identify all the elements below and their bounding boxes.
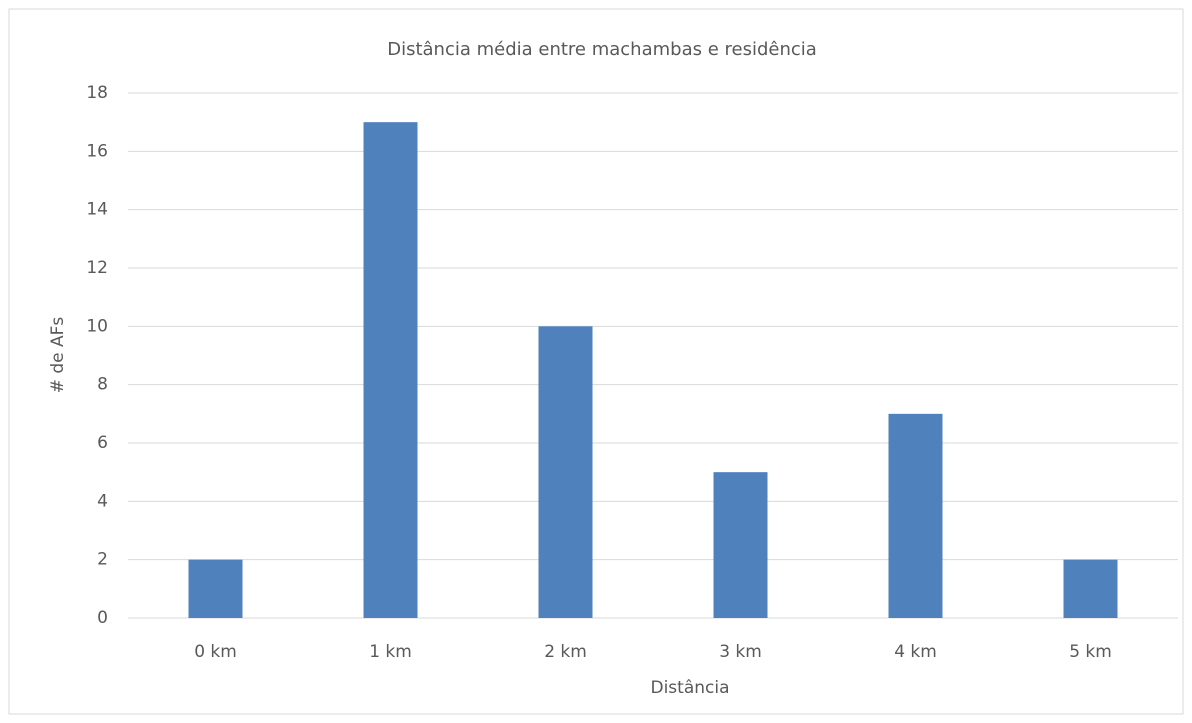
x-tick-label: 0 km [194,642,237,662]
bar [538,326,593,618]
bar [888,413,943,618]
x-tick-label: 2 km [544,642,587,662]
bar [1063,559,1118,618]
x-tick-label: 1 km [369,642,412,662]
chart-border [8,8,1184,715]
y-tick-label: 8 [97,375,108,395]
y-tick-label: 14 [86,200,108,220]
bar [188,559,243,618]
y-tick-label: 4 [97,491,108,511]
x-tick-label: 5 km [1069,642,1112,662]
x-tick-label: 3 km [719,642,762,662]
bar [363,122,418,619]
y-tick-label: 16 [86,141,108,161]
y-tick-label: 18 [86,83,108,103]
y-tick-label: 12 [86,258,108,278]
bar [713,472,768,618]
y-axis-label: # de AFs [48,317,68,394]
x-axis-label: Distância [650,678,729,698]
y-tick-label: 2 [97,550,108,570]
y-tick-label: 10 [86,316,108,336]
y-tick-label: 6 [97,433,108,453]
x-tick-label: 4 km [894,642,937,662]
chart-title: Distância média entre machambas e residê… [387,39,817,60]
y-tick-label: 0 [97,608,108,628]
